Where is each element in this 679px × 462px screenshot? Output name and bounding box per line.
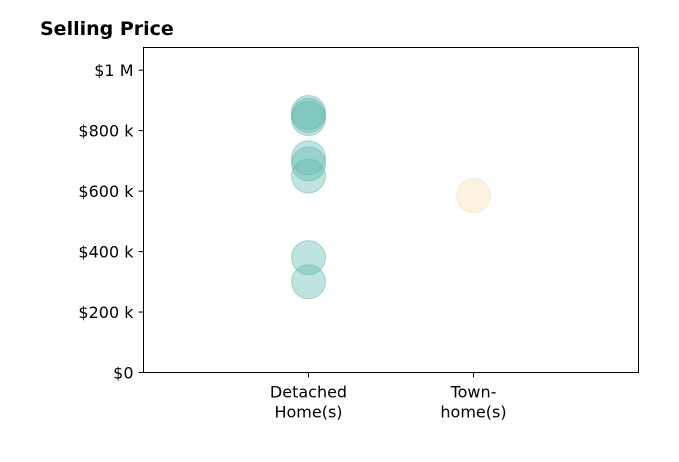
data-point bbox=[291, 158, 326, 194]
y-axis: $0 $200 k $400 k $600 k $800 k $1 M bbox=[78, 61, 144, 383]
x-tick-label-line: Detached bbox=[270, 383, 347, 402]
data-point bbox=[291, 140, 326, 176]
x-tick-label: Town-home(s) bbox=[440, 383, 506, 422]
x-tick-label-line: Town- bbox=[450, 383, 497, 402]
x-tick-label-line: Home(s) bbox=[274, 403, 342, 422]
data-point bbox=[291, 264, 326, 300]
plot-frame bbox=[143, 47, 639, 373]
data-point bbox=[291, 240, 326, 276]
y-tick-label: $0 bbox=[113, 364, 133, 383]
y-tick-label: $600 k bbox=[78, 182, 134, 201]
y-tick-label: $1 M bbox=[94, 61, 133, 80]
data-point bbox=[456, 178, 491, 214]
y-tick-label: $400 k bbox=[78, 243, 134, 262]
data-point bbox=[291, 95, 326, 130]
x-tick-label: Detached Home(s) bbox=[270, 383, 347, 422]
x-tick-label-line: home(s) bbox=[440, 403, 506, 422]
y-tick-label: $200 k bbox=[78, 303, 134, 322]
y-tick-label: $800 k bbox=[78, 122, 134, 141]
x-axis: Detached Home(s) Town-home(s) bbox=[270, 372, 507, 422]
data-points bbox=[291, 95, 491, 300]
chart-title: Selling Price bbox=[40, 18, 174, 40]
